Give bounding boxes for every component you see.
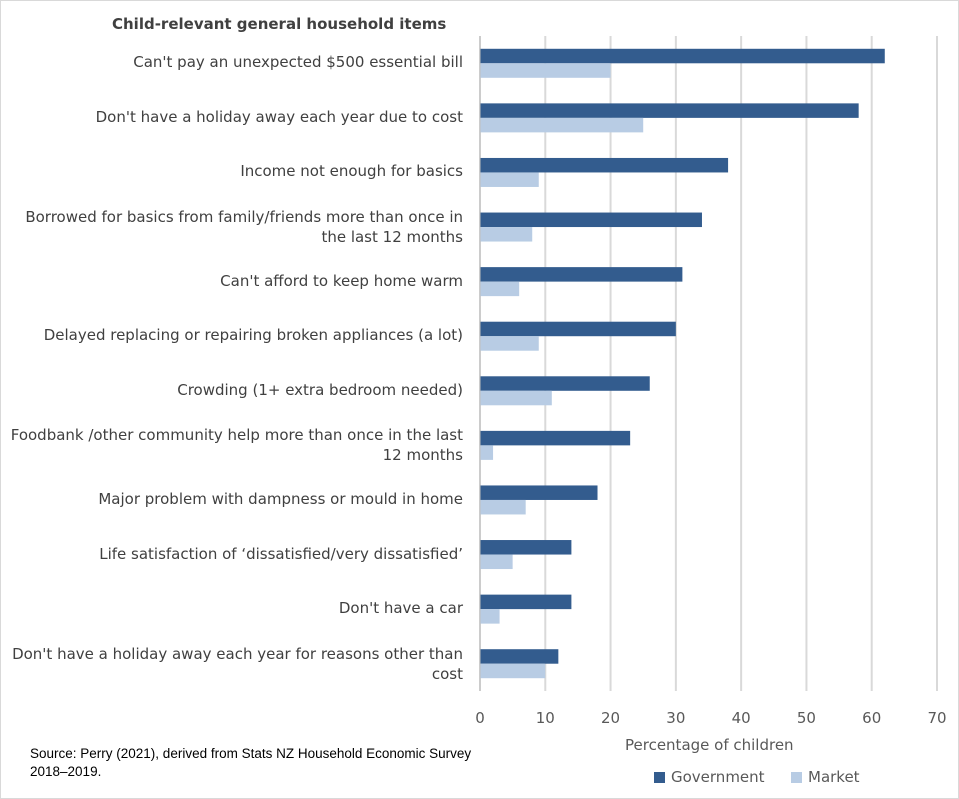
legend-swatch-market <box>791 771 802 783</box>
bar-market <box>480 281 520 297</box>
legend-item-market: Market <box>791 768 860 786</box>
legend-label-market: Market <box>808 768 860 786</box>
bar-market <box>480 172 539 187</box>
bar-government <box>480 649 559 664</box>
x-axis-label: Percentage of children <box>625 736 794 754</box>
category-label: Delayed replacing or repairing broken ap… <box>43 326 463 345</box>
bar-market <box>480 63 611 78</box>
category-label: Foodbank /other community help more than… <box>10 426 463 465</box>
bar-government <box>480 267 683 282</box>
bar-government <box>480 540 572 555</box>
bar-government <box>480 594 572 610</box>
bar-government <box>480 376 650 391</box>
category-label: Major problem with dampness or mould in … <box>98 489 463 508</box>
legend-label-government: Government <box>671 768 765 786</box>
x-tick-label: 30 <box>666 709 685 727</box>
bar-market <box>480 663 546 679</box>
category-label: Don't have a holiday away each year due … <box>95 107 463 126</box>
x-tick-label: 70 <box>927 709 946 727</box>
bar-government <box>480 321 676 337</box>
x-tick-label: 50 <box>797 709 816 727</box>
category-label: Can't afford to keep home warm <box>220 271 463 290</box>
category-label: Don't have a car <box>338 599 463 618</box>
category-label: Life satisfaction of ‘dissatisfied/very … <box>99 544 463 563</box>
source-note: Source: Perry (2021), derived from Stats… <box>30 746 472 779</box>
bar-government <box>480 103 859 118</box>
category-label: Crowding (1+ extra bedroom needed) <box>177 380 463 399</box>
x-tick-label: 10 <box>536 709 555 727</box>
bar-government <box>480 485 598 500</box>
bar-market <box>480 499 526 515</box>
x-tick-label: 0 <box>475 709 485 727</box>
bar-market <box>480 390 552 406</box>
bar-government <box>480 212 702 228</box>
category-label: Income not enough for basics <box>240 162 463 181</box>
legend-item-government: Government <box>654 768 765 786</box>
bar-market <box>480 227 533 242</box>
bar-government <box>480 157 729 173</box>
category-label: Can't pay an unexpected $500 essential b… <box>133 53 463 72</box>
category-label: Borrowed for basics from family/friends … <box>25 208 463 247</box>
bar-market <box>480 445 494 460</box>
bar-market <box>480 554 513 570</box>
bar-government <box>480 48 885 64</box>
x-tick-label: 40 <box>732 709 751 727</box>
bar-market <box>480 336 539 351</box>
legend-swatch-government <box>654 771 665 783</box>
x-tick-label: 20 <box>601 709 620 727</box>
x-tick-label: 60 <box>862 709 881 727</box>
category-label: Don't have a holiday away each year for … <box>12 644 463 683</box>
chart-title: Child-relevant general household items <box>112 15 447 33</box>
bar-market <box>480 609 500 624</box>
bar-government <box>480 430 631 446</box>
bar-market <box>480 117 644 133</box>
